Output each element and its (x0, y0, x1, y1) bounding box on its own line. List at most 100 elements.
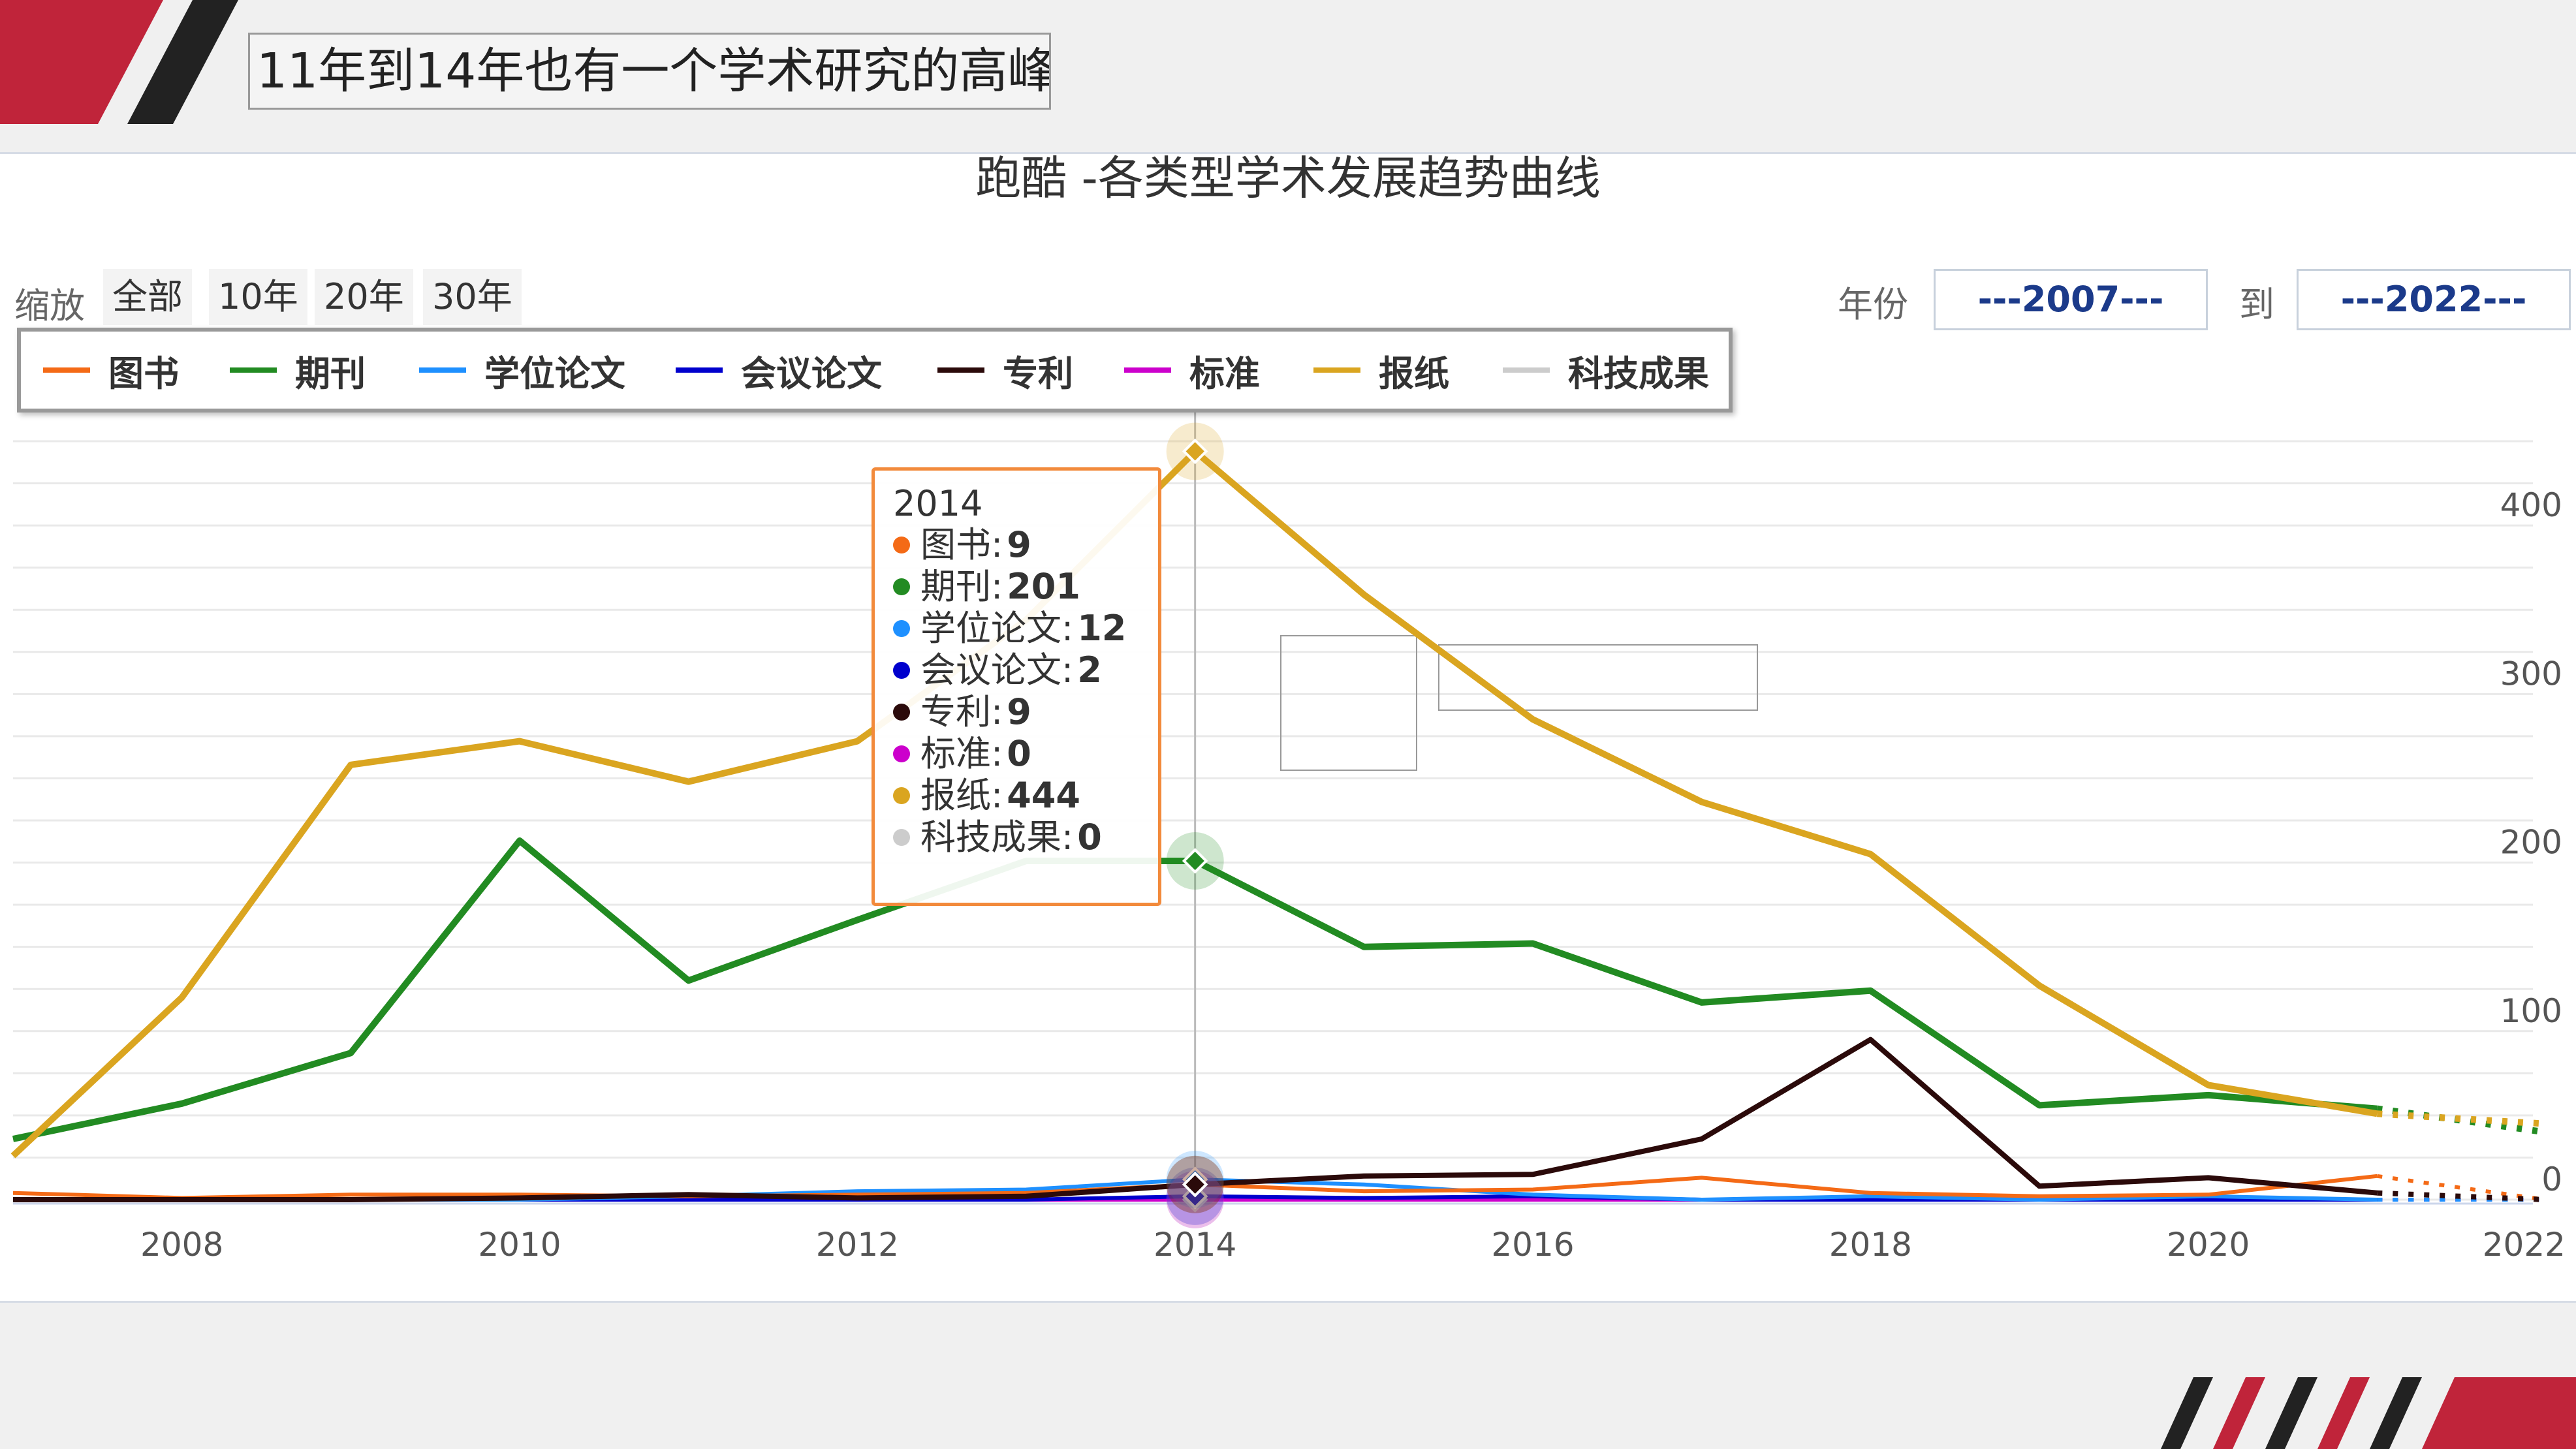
tooltip-row-books: 图书:9 (893, 524, 1140, 566)
tooltip-series-value: 0 (1077, 817, 1102, 858)
tooltip-row-standards: 标准:0 (893, 733, 1140, 775)
zoom-all-button[interactable]: 全部 (103, 269, 192, 325)
zoom-10y-button[interactable]: 10年 (209, 269, 307, 325)
x-tick-label: 2022 (2483, 1226, 2566, 1264)
x-tick-label: 2008 (140, 1226, 223, 1264)
tooltip-row-journals: 期刊:201 (893, 566, 1140, 608)
legend-swatch-standards (1124, 367, 1171, 373)
tooltip-series-value: 12 (1077, 608, 1127, 649)
tooltip-series-value: 444 (1007, 775, 1080, 816)
legend-swatch-achievements (1503, 367, 1550, 373)
tooltip-series-value: 0 (1007, 733, 1031, 774)
legend-swatch-books (43, 367, 90, 373)
legend-label-patents: 专利 (1003, 352, 1073, 394)
zoom-label: 缩放 (14, 285, 85, 326)
legend-swatch-theses (419, 367, 466, 373)
x-tick-label: 2012 (816, 1226, 899, 1264)
legend-swatch-journals (230, 367, 277, 373)
legend-item-patents[interactable]: 专利 (937, 332, 1073, 409)
tooltip-row-conference: 会议论文:2 (893, 649, 1140, 691)
legend-item-achievements[interactable]: 科技成果 (1503, 332, 1709, 409)
x-tick-label: 2018 (1829, 1226, 1912, 1264)
legend-label-books: 图书 (108, 352, 179, 394)
highlight-marker (1182, 1171, 1208, 1198)
zoom-20y-button[interactable]: 20年 (315, 269, 413, 325)
from-year-input[interactable]: ---2007--- (1934, 269, 2208, 330)
tooltip-row-newspapers: 报纸:444 (893, 775, 1140, 817)
zoom-30y-button[interactable]: 30年 (423, 269, 522, 325)
bottom-right-red-stripe-2 (2317, 1377, 2370, 1449)
series-line-projected (2376, 1174, 2547, 1202)
tooltip-series-value: 201 (1007, 566, 1080, 607)
legend-swatch-newspapers (1313, 367, 1360, 373)
selection-box (1438, 644, 1758, 711)
bottom-right-black-stripe-1 (2161, 1377, 2213, 1449)
x-tick-label: 2010 (478, 1226, 561, 1264)
chart-legend: 图书 期刊 学位论文 会议论文 专利 标准 报纸 科技成果 (17, 328, 1733, 413)
tooltip-dot (893, 787, 910, 804)
year-label: 年份 (1838, 284, 1908, 325)
legend-label-conference: 会议论文 (741, 352, 882, 394)
tooltip-series-name: 图书 (920, 524, 991, 565)
legend-label-theses: 学位论文 (484, 352, 625, 394)
y-tick-label: 300 (2500, 655, 2562, 693)
top-left-red-stripe (0, 0, 163, 124)
chart-tooltip: 2014 图书:9 期刊:201 学位论文:12 会议论文:2 专利:9 标准:… (872, 467, 1161, 906)
legend-item-conference[interactable]: 会议论文 (676, 332, 882, 409)
y-tick-label: 0 (2541, 1161, 2562, 1198)
tooltip-dot (893, 662, 910, 679)
tooltip-series-name: 报纸 (920, 775, 991, 816)
tooltip-series-name: 科技成果 (920, 817, 1061, 858)
legend-label-journals: 期刊 (295, 352, 366, 394)
y-tick-label: 100 (2500, 992, 2562, 1030)
tooltip-dot (893, 704, 910, 721)
tooltip-dot (893, 578, 910, 595)
tooltip-series-value: 2 (1077, 649, 1102, 691)
tooltip-row-theses: 学位论文:12 (893, 608, 1140, 649)
tooltip-dot (893, 620, 910, 637)
selection-box (1280, 635, 1417, 771)
y-tick-label: 200 (2500, 824, 2562, 862)
tooltip-series-value: 9 (1007, 691, 1031, 732)
chart-panel: 0 100 200 300 400 2008 2010 2012 2014 2016 2018 202… (0, 151, 2576, 1303)
tooltip-dot (893, 537, 910, 553)
tooltip-row-patents: 专利:9 (893, 691, 1140, 733)
tooltip-dot (893, 829, 910, 846)
to-label: 到 (2239, 284, 2274, 325)
tooltip-series-name: 专利 (920, 691, 991, 732)
legend-item-newspapers[interactable]: 报纸 (1313, 332, 1449, 409)
tooltip-dot (893, 745, 910, 762)
legend-item-books[interactable]: 图书 (43, 332, 179, 409)
tooltip-row-achievements: 科技成果:0 (893, 817, 1140, 858)
top-left-black-stripe (127, 0, 238, 124)
x-tick-label: 2016 (1491, 1226, 1574, 1264)
highlight-marker (1182, 848, 1208, 874)
highlight-marker (1182, 438, 1208, 465)
tooltip-series-name: 学位论文 (920, 608, 1061, 649)
legend-label-achievements: 科技成果 (1568, 352, 1709, 394)
legend-label-standards: 标准 (1189, 352, 1260, 394)
tooltip-series-name: 标准 (920, 733, 991, 774)
legend-item-theses[interactable]: 学位论文 (419, 332, 625, 409)
legend-swatch-patents (937, 367, 984, 373)
chart-title: 跑酷 -各类型学术发展趋势曲线 (975, 151, 1601, 205)
legend-item-journals[interactable]: 期刊 (230, 332, 366, 409)
to-year-input[interactable]: ---2022--- (2297, 269, 2571, 330)
series-line-projected (2377, 1190, 2547, 1202)
y-tick-label: 400 (2500, 486, 2562, 524)
tooltip-series-name: 期刊 (920, 566, 991, 607)
bottom-right-red-block (2422, 1377, 2576, 1449)
bottom-right-black-stripe-2 (2265, 1377, 2317, 1449)
bottom-right-black-stripe-3 (2370, 1377, 2422, 1449)
tooltip-series-name: 会议论文 (920, 649, 1061, 691)
legend-swatch-conference (676, 367, 723, 373)
x-tick-label: 2020 (2167, 1226, 2250, 1264)
tooltip-year: 2014 (893, 483, 983, 524)
slide-title: 11年到14年也有一个学术研究的高峰 (248, 33, 1051, 110)
x-tick-label: 2014 (1154, 1226, 1236, 1264)
tooltip-series-value: 9 (1007, 524, 1031, 565)
legend-item-standards[interactable]: 标准 (1124, 332, 1260, 409)
bottom-right-red-stripe-1 (2213, 1377, 2265, 1449)
